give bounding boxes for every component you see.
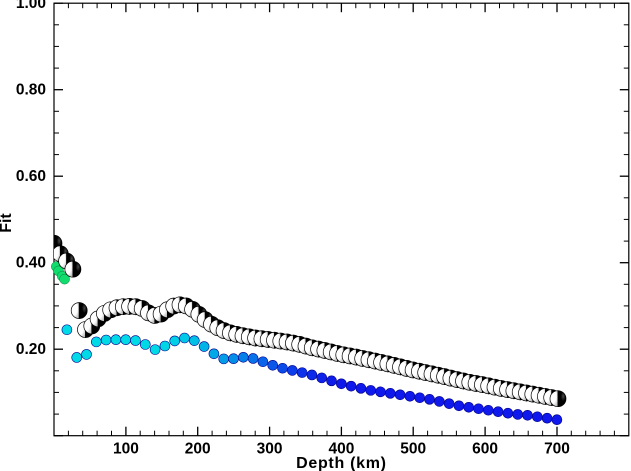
svg-text:600: 600 — [472, 441, 498, 458]
svg-text:0.60: 0.60 — [16, 168, 46, 185]
svg-text:200: 200 — [185, 441, 211, 458]
svg-text:0.40: 0.40 — [16, 255, 46, 272]
svg-text:Fit: Fit — [0, 213, 15, 233]
svg-text:100: 100 — [113, 441, 139, 458]
svg-text:500: 500 — [400, 441, 426, 458]
svg-text:Depth (km): Depth (km) — [296, 455, 387, 471]
svg-text:1.00: 1.00 — [16, 0, 46, 12]
svg-text:0.20: 0.20 — [16, 341, 46, 358]
svg-text:0.80: 0.80 — [16, 82, 46, 99]
svg-text:300: 300 — [257, 441, 283, 458]
svg-text:700: 700 — [544, 441, 570, 458]
